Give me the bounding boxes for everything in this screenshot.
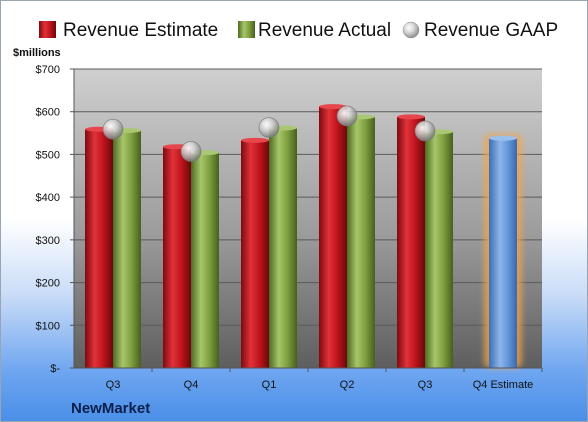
x-tick-label: Q4 Estimate: [473, 379, 534, 391]
bar-revenue-estimate: [241, 140, 269, 368]
x-tick-label: Q3: [106, 379, 121, 391]
marker-revenue-gaap: [102, 118, 124, 140]
marker-revenue-gaap: [414, 120, 436, 142]
bar-revenue-estimate: [85, 129, 113, 368]
bar-revenue-actual: [347, 116, 375, 368]
legend-swatch-gaap: [402, 21, 420, 39]
legend-swatch-actual: [238, 21, 255, 38]
y-tick-label: $200: [36, 278, 60, 290]
x-tick-label: Q4: [184, 379, 199, 391]
bars: [85, 104, 522, 369]
y-tick-label: $500: [36, 149, 60, 161]
x-tick-label: Q2: [340, 379, 355, 391]
x-axis: Q3 Q4 Q1 Q2 Q3 Q4 Estimate: [74, 367, 543, 391]
bar-top-estimate: [397, 114, 425, 120]
bar-revenue-actual: [113, 130, 141, 368]
gridlines: [74, 68, 542, 326]
y-axis: $- $100 $200 $300 $400 $500 $600 $700: [36, 64, 75, 375]
y-tick-label: $600: [36, 107, 60, 119]
legend-label-estimate: Revenue Estimate: [63, 20, 218, 41]
marker-revenue-gaap: [336, 105, 358, 127]
plot-area: [74, 69, 542, 368]
bar-revenue-estimate: [397, 116, 425, 368]
y-tick-label: $700: [36, 64, 60, 76]
bar-top-estimate: [319, 104, 347, 110]
unit-label: $millions: [13, 47, 61, 59]
y-tick-label: $100: [36, 320, 60, 332]
y-tick-label: $300: [36, 235, 60, 247]
bar-revenue-estimate: [319, 106, 347, 369]
bar-revenue-actual: [191, 152, 219, 368]
bar-top-estimate: [241, 137, 269, 143]
bar-q4-estimate: [489, 138, 517, 368]
company-name: NewMarket: [71, 400, 150, 417]
x-tick-label: Q3: [418, 379, 433, 391]
bar-top-q4-estimate: [489, 135, 517, 141]
marker-revenue-gaap: [180, 141, 202, 162]
bar-revenue-actual: [269, 127, 297, 369]
y-tick-label: $-: [50, 363, 60, 375]
marker-revenue-gaap: [258, 117, 280, 138]
y-tick-label: $400: [36, 192, 60, 204]
legend-swatch-estimate: [39, 21, 56, 38]
legend-label-gaap: Revenue GAAP: [424, 20, 558, 41]
bar-revenue-estimate: [163, 146, 191, 368]
x-tick-label: Q1: [262, 379, 277, 391]
legend-label-actual: Revenue Actual: [258, 20, 391, 41]
legend: Revenue Estimate Revenue Actual Revenue …: [39, 20, 558, 41]
bar-revenue-actual: [425, 131, 453, 368]
